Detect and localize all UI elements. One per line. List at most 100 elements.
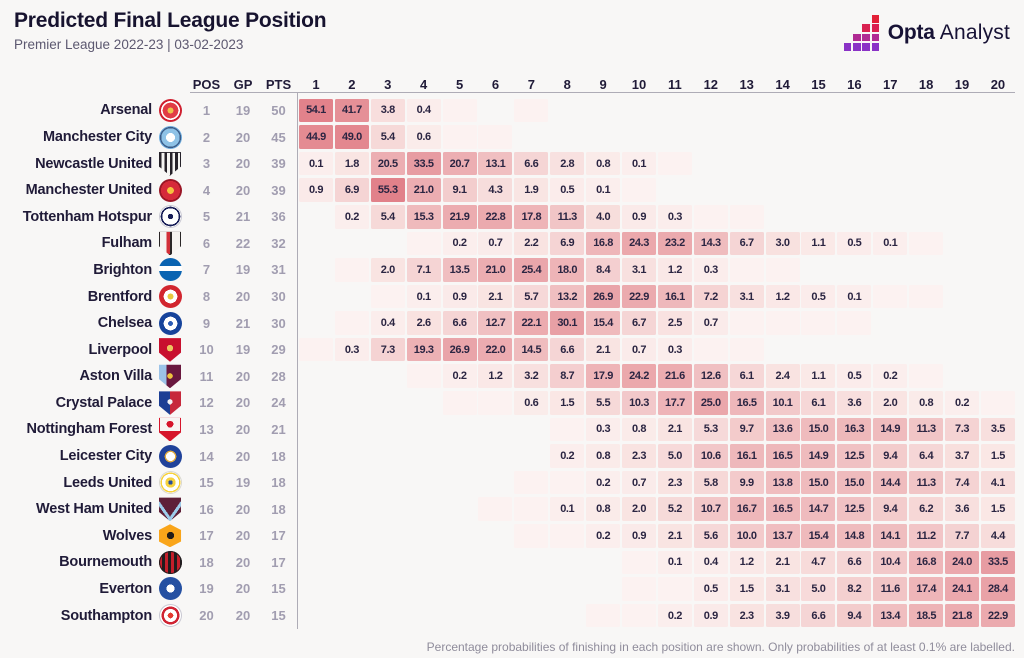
team-pos: 19 [199, 581, 214, 597]
prob-cell-pos-6 [478, 444, 512, 468]
prob-cell-pos-13 [730, 152, 764, 176]
prob-cell-pos-19 [945, 258, 979, 282]
prob-cell-pos-13 [730, 125, 764, 149]
team-gp: 20 [235, 501, 251, 517]
stairs-square [843, 43, 852, 51]
prob-cell-pos-18 [909, 364, 944, 389]
team-name: Aston Villa [79, 368, 153, 385]
prob-cell-pos-20: 3.5 [980, 417, 1015, 442]
prob-cell-pos-12 [693, 337, 728, 362]
prob-cell-pos-8 [550, 99, 584, 123]
prob-cell-pos-6: 0.7 [478, 231, 513, 256]
prob-cell-pos-12: 0.9 [693, 603, 728, 628]
prob-cell-pos-11: 0.3 [657, 205, 692, 229]
prob-cell-pos-2 [335, 232, 369, 256]
team-name: Nottingham Forest [26, 421, 153, 438]
prob-cell-pos-10: 10.3 [622, 391, 657, 415]
prob-cell-pos-1: 54.1 [299, 98, 333, 123]
prob-cell-pos-12 [693, 205, 728, 229]
prob-cell-pos-1 [299, 471, 333, 495]
team-pts: 30 [271, 289, 286, 305]
prob-cell-pos-15 [801, 338, 835, 362]
prob-cell-pos-16 [837, 338, 871, 362]
prob-cell-pos-5 [443, 471, 477, 495]
team-row-crystal-palace: Crystal Palace 12 20 24 0.6 1.5 5.5 10.3 17.7 25.… [0, 390, 1024, 417]
prob-cell-pos-10: 0.9 [622, 523, 657, 548]
prob-cell-pos-7: 1.9 [514, 178, 549, 203]
prob-cell-pos-12: 0.4 [693, 550, 728, 575]
prob-cell-pos-20: 1.5 [980, 497, 1015, 521]
prob-cell-pos-14 [765, 258, 800, 282]
prob-cell-pos-7: 3.2 [514, 364, 549, 389]
prob-cell-pos-12: 10.6 [693, 444, 728, 468]
prob-cell-pos-14: 13.8 [765, 470, 800, 495]
prob-cell-pos-4 [406, 231, 441, 256]
prob-cell-pos-15: 6.6 [801, 603, 836, 628]
team-pos: 6 [202, 235, 211, 251]
prob-cell-pos-16 [837, 125, 871, 149]
prob-cell-pos-1 [299, 337, 333, 362]
prob-cell-pos-19 [945, 205, 979, 229]
prob-cell-pos-17 [873, 178, 907, 202]
prob-cell-pos-19: 21.8 [945, 603, 980, 628]
prob-cell-pos-2: 6.9 [334, 178, 369, 203]
prob-cell-pos-12: 5.6 [693, 523, 728, 548]
prob-cell-pos-13 [729, 311, 764, 335]
prob-cell-pos-3: 7.3 [370, 337, 405, 362]
prob-cell-pos-19: 7.7 [945, 523, 980, 548]
prob-cell-pos-2: 0.2 [334, 205, 369, 229]
prob-cell-pos-17: 13.4 [873, 603, 908, 628]
team-pos: 3 [202, 156, 211, 172]
prob-cell-pos-15 [801, 99, 835, 123]
prob-cell-pos-10: 6.7 [622, 311, 657, 335]
prob-cell-pos-16: 16.3 [837, 417, 872, 442]
prob-cell-pos-11: 21.6 [657, 364, 692, 389]
prob-cell-pos-16: 0.5 [837, 364, 872, 389]
prob-cell-pos-3: 3.8 [370, 98, 405, 123]
prob-cell-pos-18 [909, 311, 943, 335]
team-name: Southampton [60, 607, 152, 624]
club-badge-chelsea [158, 311, 182, 335]
prob-cell-pos-3 [371, 524, 405, 548]
prob-cell-pos-11 [658, 99, 692, 123]
prob-cell-pos-6: 1.2 [478, 364, 513, 389]
prob-cell-pos-5 [442, 391, 477, 415]
position-header-1: 1 [312, 76, 320, 92]
prob-cell-pos-11: 1.2 [657, 258, 692, 282]
team-pts: 18 [271, 475, 286, 491]
prob-cell-pos-10 [622, 178, 657, 203]
prob-cell-pos-5: 0.2 [442, 364, 477, 389]
prob-cell-pos-2 [335, 444, 369, 468]
team-name: Arsenal [100, 102, 152, 119]
prob-cell-pos-11: 2.3 [657, 470, 692, 495]
prob-cell-pos-19: 3.6 [945, 497, 980, 521]
team-name: Tottenham Hotspur [22, 208, 152, 225]
prob-cell-pos-6 [478, 497, 513, 521]
club-badge-nottingham-forest [159, 417, 181, 442]
team-row-manchester-united: Manchester United 4 20 39 0.9 6.9 55.3 21.0 9.1 4… [0, 177, 1024, 204]
prob-cell-pos-13: 16.5 [729, 391, 764, 415]
prob-cell-pos-2 [335, 604, 369, 628]
prob-cell-pos-5: 26.9 [442, 337, 477, 362]
prob-cell-pos-7 [514, 418, 548, 442]
team-gp: 21 [235, 315, 251, 331]
prob-cell-pos-2 [335, 285, 369, 309]
prob-cell-pos-8 [550, 125, 584, 149]
prob-cell-pos-15: 14.9 [801, 444, 836, 468]
prob-cell-pos-14 [766, 178, 800, 202]
team-name: Leicester City [59, 448, 153, 465]
position-header-3: 3 [384, 76, 392, 92]
position-header-7: 7 [527, 76, 535, 92]
prob-cell-pos-18: 17.4 [909, 577, 944, 601]
prob-cell-pos-17: 9.4 [873, 444, 908, 468]
team-name: Fulham [101, 235, 153, 252]
prob-cell-pos-10 [622, 125, 656, 149]
prob-cell-pos-14: 13.6 [765, 417, 800, 442]
prob-cell-pos-8: 8.7 [550, 364, 585, 389]
prob-cell-pos-6: 21.0 [478, 258, 513, 282]
prob-cell-pos-5 [443, 551, 477, 575]
prob-cell-pos-9 [586, 125, 620, 149]
prob-cell-pos-17: 11.6 [873, 577, 908, 601]
prob-cell-pos-10 [622, 99, 656, 123]
stairs-square [871, 15, 880, 23]
